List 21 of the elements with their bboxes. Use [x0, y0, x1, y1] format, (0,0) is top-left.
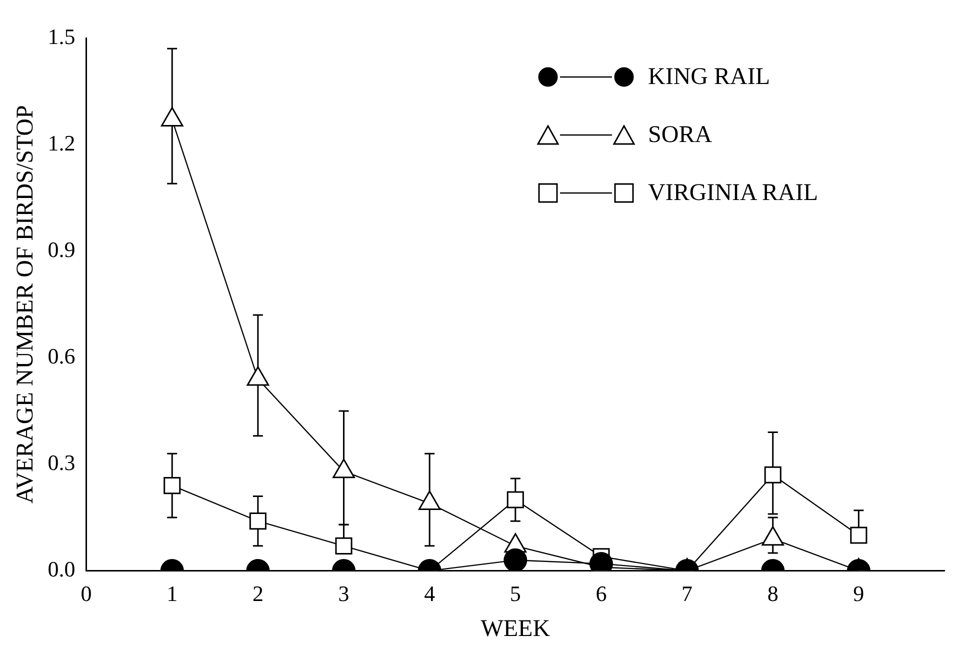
x-tick-label: 0	[80, 580, 92, 606]
y-tick-label: 0.3	[48, 450, 76, 476]
legend-label: SORA	[648, 122, 712, 148]
x-tick-label: 9	[853, 580, 864, 606]
y-axis-title: AVERAGE NUMBER OF BIRDS/STOP	[12, 105, 39, 504]
x-tick-label: 5	[510, 580, 521, 606]
y-tick-label: 0.6	[48, 343, 76, 368]
x-axis-title: WEEK	[480, 616, 551, 642]
legend-label: VIRGINIA RAIL	[648, 180, 818, 206]
y-tick-label: 1.2	[48, 130, 76, 156]
x-tick-label: 8	[767, 580, 778, 606]
x-tick-label: 7	[682, 580, 693, 606]
legend-label: KING RAIL	[648, 64, 770, 90]
x-tick-label: 6	[596, 580, 607, 606]
x-tick-label: 1	[166, 580, 178, 606]
y-tick-label: 0.0	[48, 556, 76, 582]
y-tick-label: 1.5	[48, 24, 76, 49]
x-tick-label: 3	[338, 580, 350, 606]
y-tick-label: 0.9	[48, 236, 76, 262]
x-tick-label: 2	[252, 580, 264, 606]
x-tick-label: 4	[424, 580, 436, 606]
